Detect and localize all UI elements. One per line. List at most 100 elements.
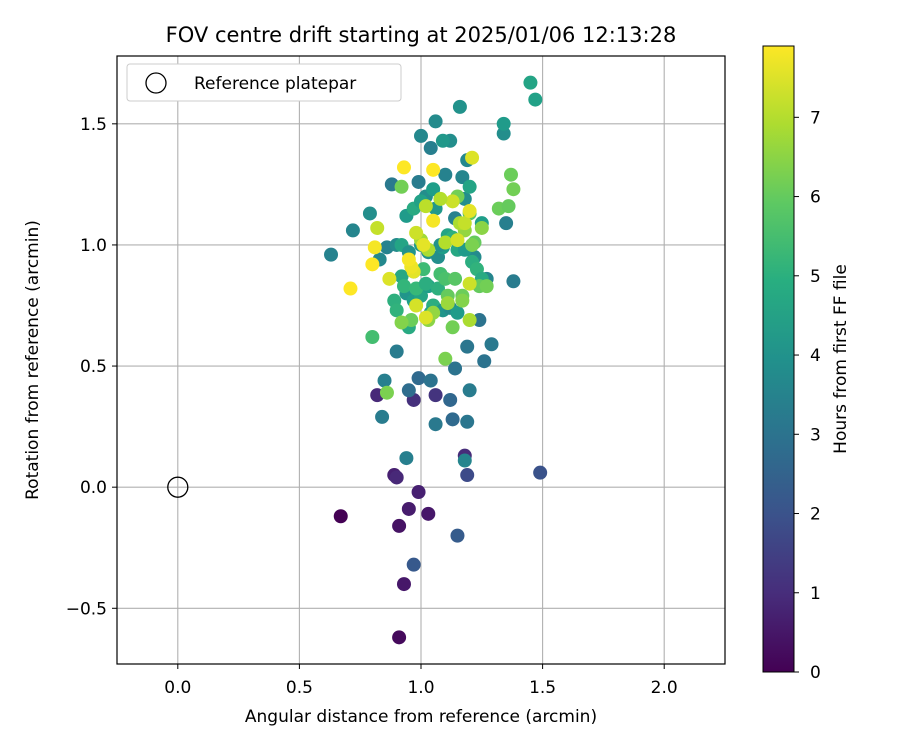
data-point [392,518,407,533]
data-point [428,114,443,129]
colorbar-tick-label: 1 [810,584,821,604]
data-point [528,92,543,107]
y-tick-label: 1.5 [80,115,107,135]
data-point [496,116,511,131]
data-point [394,179,409,194]
data-point [448,361,463,376]
y-axis-label: Rotation from reference (arcmin) [23,220,43,500]
data-point [438,351,453,366]
data-point [399,451,414,466]
colorbar-tick-label: 2 [810,505,821,525]
data-point [409,225,424,240]
data-point [474,220,489,235]
data-point [445,412,460,427]
data-point [426,182,441,197]
data-point [496,126,511,141]
y-tick-label: 1.0 [80,236,107,256]
data-point [379,385,394,400]
colorbar-tick-label: 0 [810,663,821,683]
data-point [462,204,477,219]
data-point [506,182,521,197]
colorbar-label: Hours from first FF file [831,264,851,454]
data-point [428,417,443,432]
data-point [465,150,480,165]
data-point [343,281,358,296]
data-point [450,233,465,248]
x-tick-label: 0.0 [164,678,191,698]
data-point [362,206,377,221]
x-axis-ticks: 0.0 0.5 1.0 1.5 2.0 [164,664,678,698]
data-point [477,354,492,369]
data-point [406,557,421,572]
data-point [389,470,404,485]
data-point [460,468,475,483]
data-point [462,383,477,398]
data-point [479,279,494,294]
data-point [448,271,463,286]
data-point [435,133,450,148]
y-tick-label: −0.5 [66,599,107,619]
data-point [455,293,470,308]
data-point [501,199,516,214]
data-point [462,313,477,328]
data-point [450,305,465,320]
data-point [438,235,453,250]
data-point [396,160,411,175]
data-point [462,179,477,194]
data-point [418,276,433,291]
data-point [499,216,514,231]
x-tick-label: 0.5 [286,678,313,698]
y-tick-label: 0.5 [80,357,107,377]
data-point [414,128,428,143]
data-point [455,170,470,185]
data-point [389,344,404,359]
colorbar-tick-label: 4 [810,346,821,366]
data-point [457,453,472,468]
data-point [418,310,433,325]
data-point [375,409,390,424]
chart-title: FOV centre drift starting at 2025/01/06 … [166,23,677,47]
data-point [440,296,455,311]
data-point [389,303,404,318]
data-point [438,271,453,286]
data-point [392,630,407,645]
data-point [426,213,441,228]
data-point [443,392,458,407]
data-point [333,509,348,524]
reference-marker-layer [167,476,189,498]
data-point [411,485,426,500]
colorbar-tick-label: 6 [810,188,821,208]
y-tick-label: 0.0 [80,478,107,498]
data-point [367,240,382,255]
data-point [396,577,411,592]
legend-label-reference: Reference platepar [194,74,356,94]
data-point [396,279,411,294]
data-point [428,388,443,403]
data-points [324,75,548,645]
data-point [394,315,409,330]
data-point [382,271,397,286]
data-point [506,274,521,289]
colorbar: 0 1 2 3 4 5 6 7 Hours from first FF file [762,45,851,683]
colorbar-tick-label: 7 [810,108,821,128]
data-point [411,371,426,386]
legend-marker-reference [145,72,167,94]
data-point [423,141,438,156]
data-point [462,276,477,291]
data-point [345,223,360,238]
data-point [484,337,499,352]
grid-lines [117,56,725,664]
data-point [503,167,518,182]
data-point [370,220,385,235]
data-point [445,320,460,335]
data-point [421,506,436,521]
colorbar-tick-label: 5 [810,267,821,287]
data-point [472,313,487,328]
colorbar-tick-label: 3 [810,425,821,445]
data-point [533,465,548,480]
data-point [452,99,467,114]
data-point [523,75,538,90]
data-point [411,174,426,189]
